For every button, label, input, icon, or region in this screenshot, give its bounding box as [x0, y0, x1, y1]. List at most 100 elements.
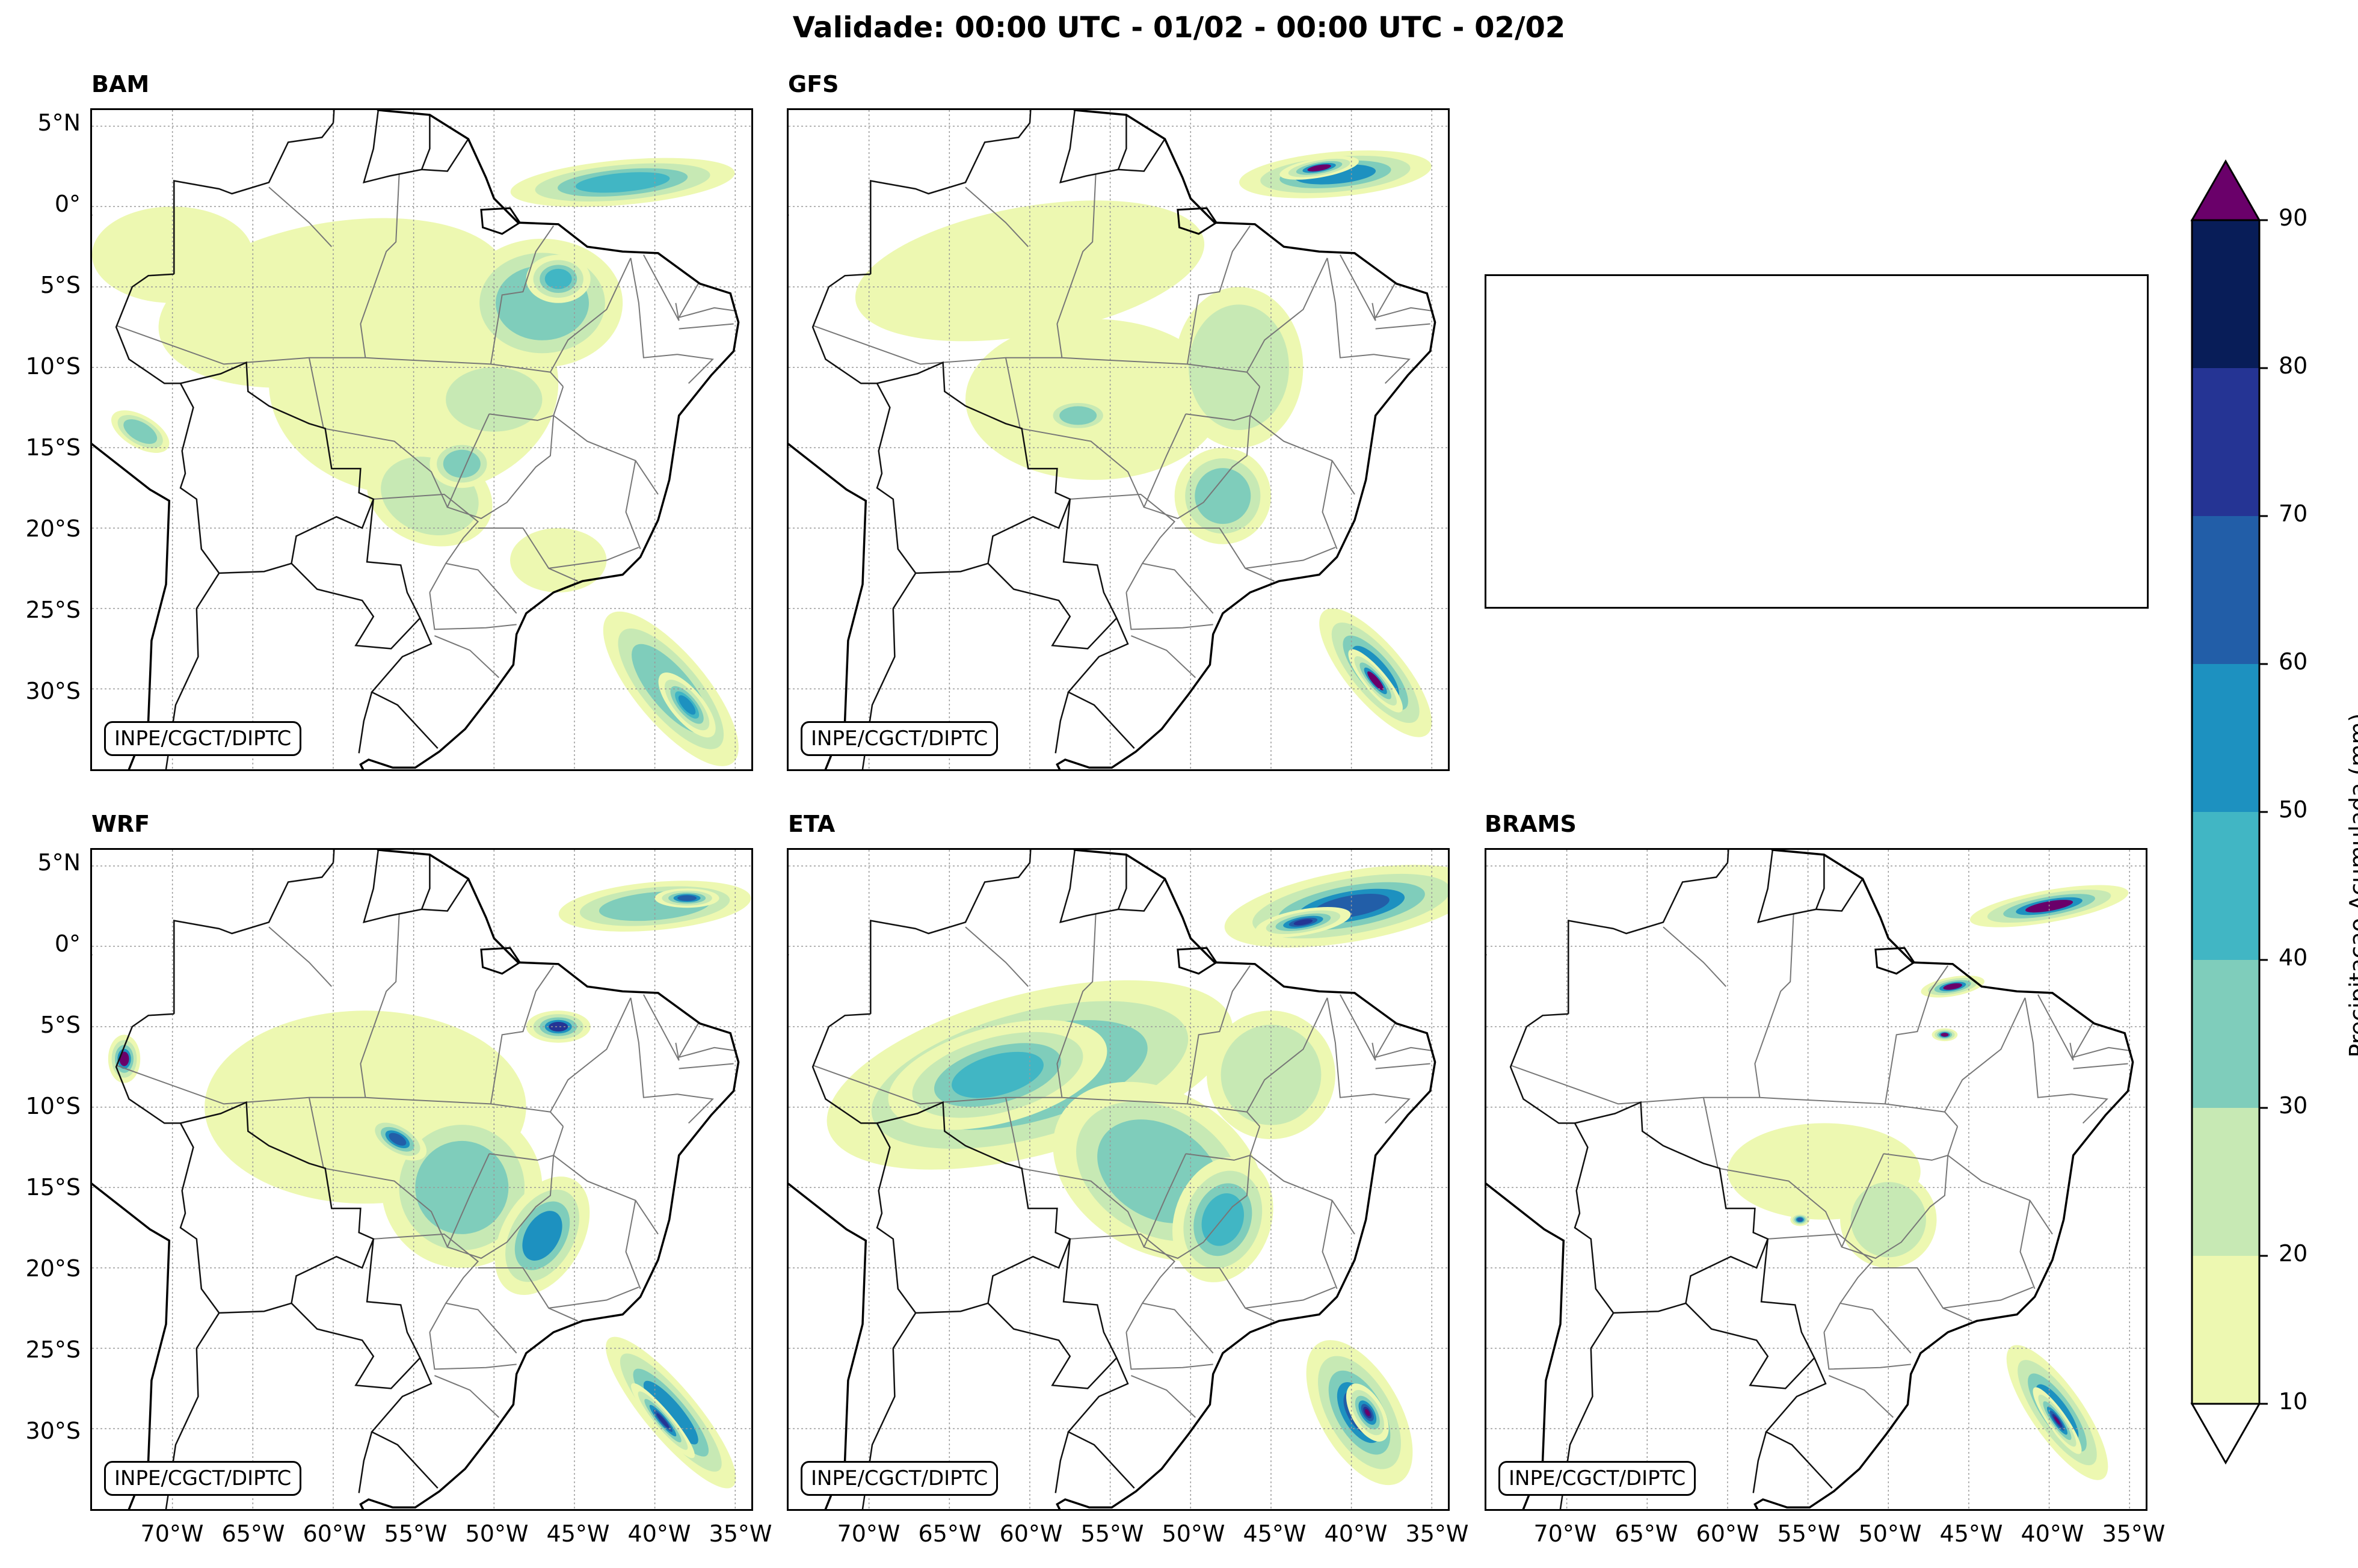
country-border	[366, 499, 439, 749]
map-canvas	[92, 850, 751, 1509]
country-border	[811, 273, 917, 574]
country-border	[1054, 1431, 1070, 1493]
state-border	[1841, 1153, 1949, 1259]
state-border	[1702, 1097, 1719, 1169]
lon-label: 45°W	[1939, 1520, 2003, 1547]
country-border	[1029, 850, 1032, 863]
rain-contour-mid	[1195, 468, 1251, 524]
state-border	[679, 1063, 734, 1069]
map-canvas	[92, 110, 751, 769]
state-border	[1373, 354, 1411, 384]
rain-contour-vhigh	[1293, 919, 1313, 926]
state-border	[1186, 965, 1251, 1104]
state-border	[1340, 254, 1376, 321]
state-border	[323, 428, 448, 508]
country-border	[1574, 1101, 1769, 1314]
state-border	[1020, 428, 1145, 508]
state-border	[1246, 997, 1328, 1113]
state-border	[677, 283, 737, 319]
colorbar-segment	[2192, 220, 2259, 368]
country-border	[332, 110, 335, 123]
country-border	[1029, 110, 1032, 123]
state-border	[1322, 460, 1338, 550]
state-border	[1373, 1093, 1411, 1124]
rain-contour-mid	[415, 1140, 509, 1234]
state-border	[1375, 1063, 1430, 1069]
lon-label: 45°W	[546, 1520, 610, 1547]
lon-label: 40°W	[2021, 1520, 2084, 1547]
colorbar-segment	[2192, 368, 2259, 516]
lat-label: 20°S	[25, 515, 81, 542]
rain-contour-l2	[1189, 304, 1289, 430]
state-border	[1717, 1167, 1842, 1247]
rain-contour-extreme	[1307, 164, 1331, 172]
state-border	[643, 994, 680, 1061]
colorbar	[2190, 159, 2268, 1465]
state-border	[115, 325, 564, 387]
state-border	[1125, 592, 1213, 630]
lon-label: 70°W	[140, 1520, 204, 1547]
colorbar-label: Precipitacao Acumulada (mm)	[2345, 713, 2358, 1058]
panel-title-bam: BAM	[91, 71, 150, 97]
marajo-island	[480, 207, 522, 235]
rain-contour-mid	[123, 419, 158, 444]
lat-label: 30°S	[25, 1418, 81, 1444]
lat-label: 10°S	[25, 353, 81, 380]
lon-label: 60°W	[303, 1520, 366, 1547]
lon-label: 65°W	[918, 1520, 982, 1547]
state-border	[625, 1200, 641, 1290]
lat-label: 15°S	[25, 434, 81, 461]
map-panel-brams: INPE/CGCT/DIPTC	[1485, 848, 2147, 1511]
state-border	[1125, 1332, 1213, 1370]
panel-title-brams: BRAMS	[1485, 811, 1577, 837]
lon-label: 35°W	[709, 1520, 772, 1547]
state-border	[1839, 1302, 1912, 1354]
state-border	[677, 1023, 737, 1059]
state-border	[1142, 1302, 1214, 1354]
state-border	[445, 562, 517, 614]
country-border	[1059, 110, 1127, 184]
state-border	[550, 257, 632, 373]
state-border	[679, 323, 734, 330]
lon-label: 50°W	[1162, 1520, 1225, 1547]
coastline	[92, 850, 740, 1509]
country-border	[870, 862, 1030, 1014]
state-border	[1174, 527, 1275, 582]
state-border	[490, 225, 555, 364]
colorbar-tick: 60	[2279, 648, 2308, 675]
credit-label: INPE/CGCT/DIPTC	[104, 1461, 302, 1496]
panel-title-eta: ETA	[788, 811, 836, 837]
country-border	[173, 862, 334, 1014]
state-border	[1663, 926, 1727, 987]
state-border	[1056, 174, 1097, 358]
state-border	[1322, 1200, 1338, 1290]
coastline	[1486, 850, 2134, 1509]
rain-contour-m2	[575, 172, 670, 193]
state-border	[677, 354, 714, 384]
lon-label: 50°W	[1858, 1520, 1922, 1547]
state-border	[2024, 997, 2072, 1098]
country-border	[421, 138, 469, 172]
rain-contour-extreme	[1943, 983, 1962, 990]
rain-contour-extreme	[119, 1051, 129, 1066]
country-border	[1118, 878, 1166, 912]
marajo-island	[480, 947, 522, 975]
colorbar-tick: 80	[2279, 352, 2308, 379]
country-border	[1685, 1302, 1815, 1389]
state-border	[549, 1287, 639, 1309]
colorbar-segment	[2192, 1256, 2259, 1404]
lon-label: 55°W	[384, 1520, 448, 1547]
colorbar-extend-max	[2190, 159, 2261, 221]
country-border	[1726, 850, 1729, 863]
country-border	[987, 562, 1118, 650]
state-border	[677, 1093, 714, 1124]
map-panel-eta: INPE/CGCT/DIPTC	[787, 848, 1450, 1511]
map-canvas	[789, 110, 1448, 769]
state-border	[549, 547, 639, 569]
lat-label: 10°S	[25, 1093, 81, 1119]
state-border	[308, 357, 324, 429]
coastline	[789, 850, 1436, 1509]
country-border	[1568, 862, 1728, 1014]
rain-contour-high	[643, 1380, 698, 1445]
map-canvas	[1486, 850, 2146, 1509]
